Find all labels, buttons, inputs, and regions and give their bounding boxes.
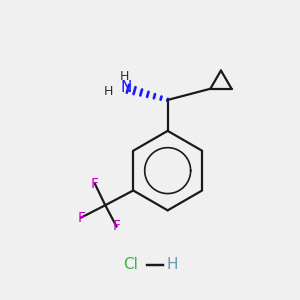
Text: N: N bbox=[121, 80, 132, 95]
Text: H: H bbox=[120, 70, 129, 83]
Text: Cl: Cl bbox=[123, 257, 138, 272]
Text: F: F bbox=[77, 211, 85, 225]
Text: H: H bbox=[104, 85, 113, 98]
Text: H: H bbox=[166, 257, 178, 272]
Text: F: F bbox=[91, 177, 99, 191]
Text: F: F bbox=[112, 219, 121, 233]
